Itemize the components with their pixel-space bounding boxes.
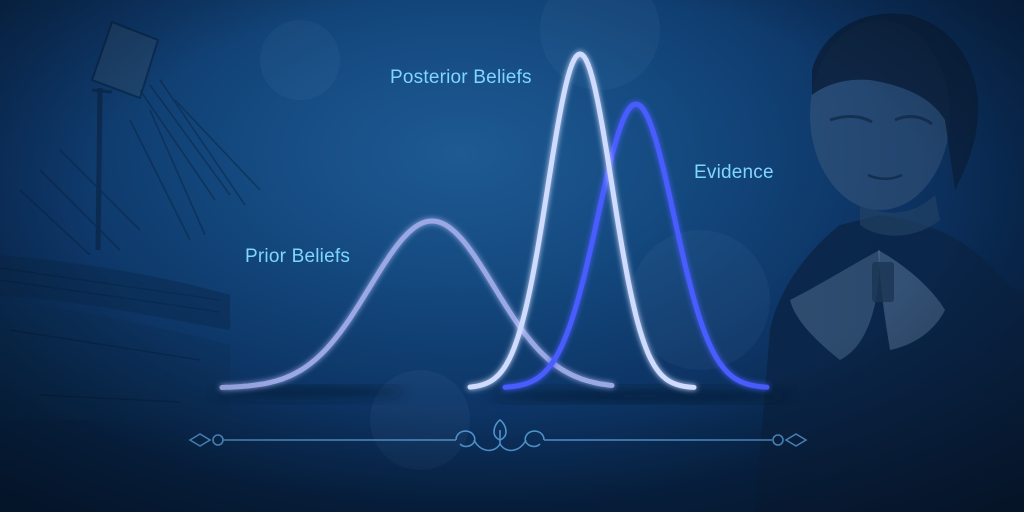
- curve-shadows: [215, 386, 790, 403]
- prior-beliefs-label: Prior Beliefs: [245, 246, 351, 267]
- ornament-divider: [188, 419, 808, 452]
- sketch-table: [0, 255, 230, 420]
- evidence-label: Evidence: [694, 162, 774, 183]
- portrait-sketch: [740, 0, 1024, 512]
- posterior-beliefs-label: Posterior Beliefs: [390, 67, 532, 88]
- sketch-easel: [19, 20, 261, 256]
